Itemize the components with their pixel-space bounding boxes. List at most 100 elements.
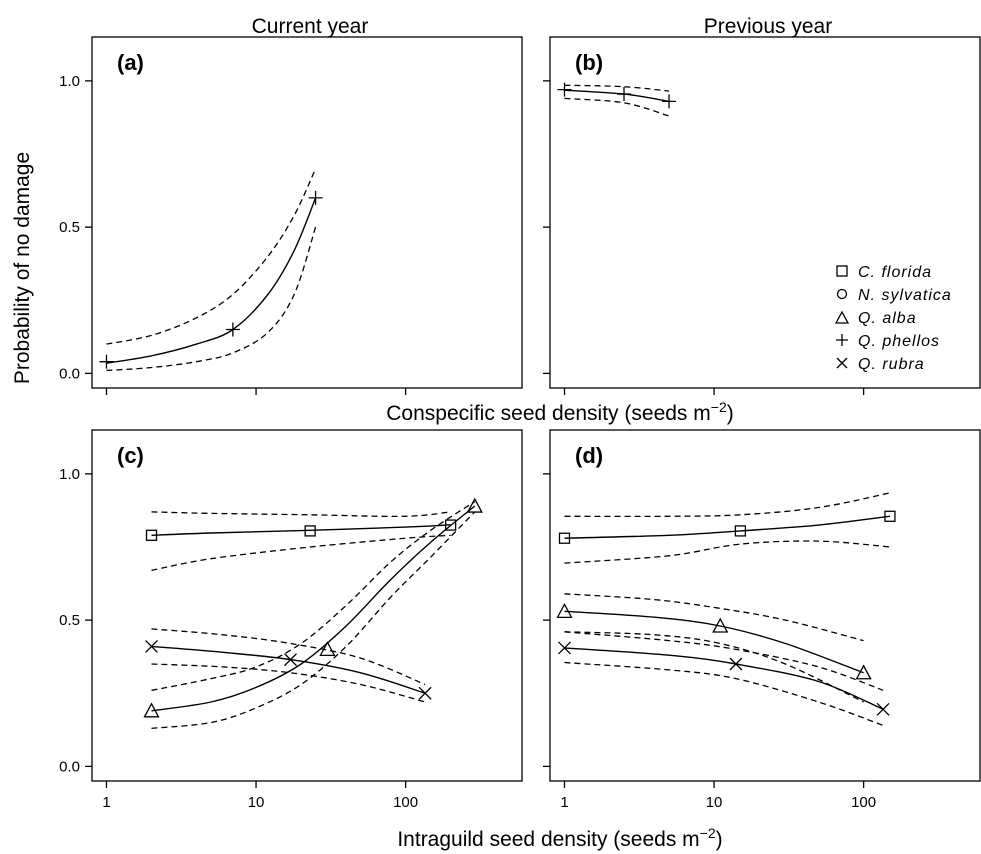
plot-frame bbox=[91, 36, 523, 389]
ci-upper-c-florida bbox=[564, 492, 891, 518]
ci-lower-q-alba bbox=[151, 511, 476, 730]
y-tick-label: 0.0 bbox=[59, 758, 80, 775]
panel-b: (b) bbox=[543, 36, 981, 395]
y-tick-label: 1.0 bbox=[59, 466, 80, 483]
legend-label-q-alba: Q. alba bbox=[858, 310, 917, 327]
x-axis-label-top-exp: −2 bbox=[711, 399, 727, 415]
ci-upper-q-phellos bbox=[106, 168, 317, 345]
panel-label: (d) bbox=[575, 443, 603, 468]
panel-label: (c) bbox=[117, 443, 144, 468]
panels: 0.0 0.5 1.0 (a) (b) 1 10 100 0.0 0.5 1.0 (c) 1 10 100 (… bbox=[59, 36, 981, 811]
ci-upper-q-rubra bbox=[151, 628, 426, 686]
ci-upper-c-florida bbox=[151, 511, 451, 518]
point-q-phellos bbox=[225, 322, 240, 337]
point-q-rubra bbox=[418, 686, 432, 700]
legend-label-n-sylvatica: N. sylvatica bbox=[858, 287, 952, 304]
point-q-alba bbox=[143, 702, 160, 718]
fit-line-q-alba bbox=[151, 505, 476, 712]
point-q-alba bbox=[466, 497, 483, 513]
point-c-florida bbox=[145, 529, 158, 541]
point-c-florida bbox=[444, 519, 457, 531]
y-tick-label: 0.0 bbox=[59, 365, 80, 382]
x-tick-label: 1 bbox=[102, 794, 110, 811]
square-icon bbox=[836, 265, 848, 277]
y-tick-label: 0.5 bbox=[59, 612, 80, 629]
fit-line-q-rubra bbox=[564, 647, 884, 710]
ci-lower-q-phellos bbox=[106, 226, 317, 372]
plot-frame bbox=[549, 429, 981, 782]
point-c-florida bbox=[304, 525, 316, 537]
ci-lower-c-florida bbox=[564, 540, 891, 564]
point-q-phellos bbox=[557, 82, 572, 97]
ci-lower-c-florida bbox=[151, 534, 451, 572]
panel-a: 0.0 0.5 1.0 (a) bbox=[59, 36, 523, 395]
ci-lower-q-rubra bbox=[564, 661, 884, 727]
fit-line-c-florida bbox=[564, 515, 891, 539]
point-q-phellos bbox=[617, 87, 632, 102]
x-axis-label-bottom-close: ) bbox=[716, 828, 723, 851]
panel-label: (b) bbox=[575, 50, 603, 75]
cross-icon bbox=[836, 357, 848, 369]
y-axis-label: Probability of no damage bbox=[11, 152, 34, 384]
circle-icon bbox=[836, 288, 848, 300]
ci-upper-q-phellos bbox=[564, 84, 670, 92]
ci-upper-q-alba bbox=[564, 593, 864, 642]
x-tick-label: 10 bbox=[248, 794, 265, 811]
fit-line-c-florida bbox=[151, 524, 451, 536]
point-q-rubra bbox=[558, 641, 571, 655]
legend-label-q-rubra: Q. rubra bbox=[858, 356, 925, 373]
y-tick-label: 0.5 bbox=[59, 219, 80, 236]
ci-upper-q-rubra bbox=[564, 631, 884, 691]
plus-icon bbox=[836, 334, 848, 346]
point-c-florida bbox=[734, 525, 747, 537]
x-axis-label-top-main: Conspecific seed density (seeds m bbox=[386, 402, 711, 425]
x-tick-label: 10 bbox=[706, 794, 723, 811]
ci-lower-q-rubra bbox=[151, 663, 426, 703]
series-q-rubra bbox=[558, 631, 890, 727]
point-q-phellos bbox=[99, 354, 114, 369]
point-q-rubra bbox=[729, 657, 743, 671]
x-axis-label-bottom-main: Intraguild seed density (seeds m bbox=[397, 828, 699, 851]
triangle-icon bbox=[834, 310, 850, 324]
point-q-alba bbox=[556, 602, 573, 618]
series-q-alba bbox=[143, 497, 483, 730]
panel-c: 1 10 100 0.0 0.5 1.0 (c) bbox=[59, 429, 523, 811]
plot-frame bbox=[549, 36, 981, 389]
point-q-alba bbox=[712, 617, 729, 633]
series-q-rubra bbox=[145, 628, 432, 703]
fit-line-q-rubra bbox=[151, 645, 426, 694]
x-axis-label-top: Conspecific seed density (seeds m−2) bbox=[386, 399, 733, 425]
point-q-rubra bbox=[284, 653, 297, 667]
panel-label: (a) bbox=[117, 50, 144, 75]
ci-lower-q-alba bbox=[564, 631, 864, 703]
ci-lower-q-phellos bbox=[564, 97, 670, 117]
x-axis-label-bottom-exp: −2 bbox=[700, 825, 716, 841]
series-q-alba bbox=[556, 593, 872, 703]
x-axis-label-top-close: ) bbox=[727, 402, 734, 425]
point-q-phellos bbox=[662, 94, 677, 109]
x-axis-label-bottom: Intraguild seed density (seeds m−2) bbox=[397, 825, 722, 851]
plot-frame bbox=[91, 429, 523, 782]
series-q-phellos bbox=[557, 82, 677, 117]
ci-upper-q-alba bbox=[151, 501, 476, 691]
col-title-current: Current year bbox=[252, 15, 369, 38]
series-c-florida bbox=[558, 492, 896, 564]
series-q-phellos bbox=[99, 168, 323, 372]
point-q-alba bbox=[855, 664, 872, 680]
legend: C. florida N. sylvatica Q. alba Q. phell… bbox=[834, 264, 952, 373]
legend-label-q-phellos: Q. phellos bbox=[858, 333, 940, 350]
col-title-previous: Previous year bbox=[704, 15, 832, 38]
y-tick-label: 1.0 bbox=[59, 73, 80, 90]
x-tick-label: 100 bbox=[393, 794, 418, 811]
legend-label-c-florida: C. florida bbox=[858, 264, 932, 281]
x-tick-label: 100 bbox=[851, 794, 876, 811]
point-q-rubra bbox=[145, 639, 158, 653]
point-q-rubra bbox=[876, 702, 890, 716]
x-tick-label: 1 bbox=[560, 794, 568, 811]
fit-line-q-alba bbox=[564, 610, 864, 674]
point-c-florida bbox=[558, 532, 571, 544]
point-c-florida bbox=[884, 510, 896, 522]
point-q-phellos bbox=[308, 190, 323, 205]
panel-d: 1 10 100 (d) bbox=[543, 429, 981, 811]
